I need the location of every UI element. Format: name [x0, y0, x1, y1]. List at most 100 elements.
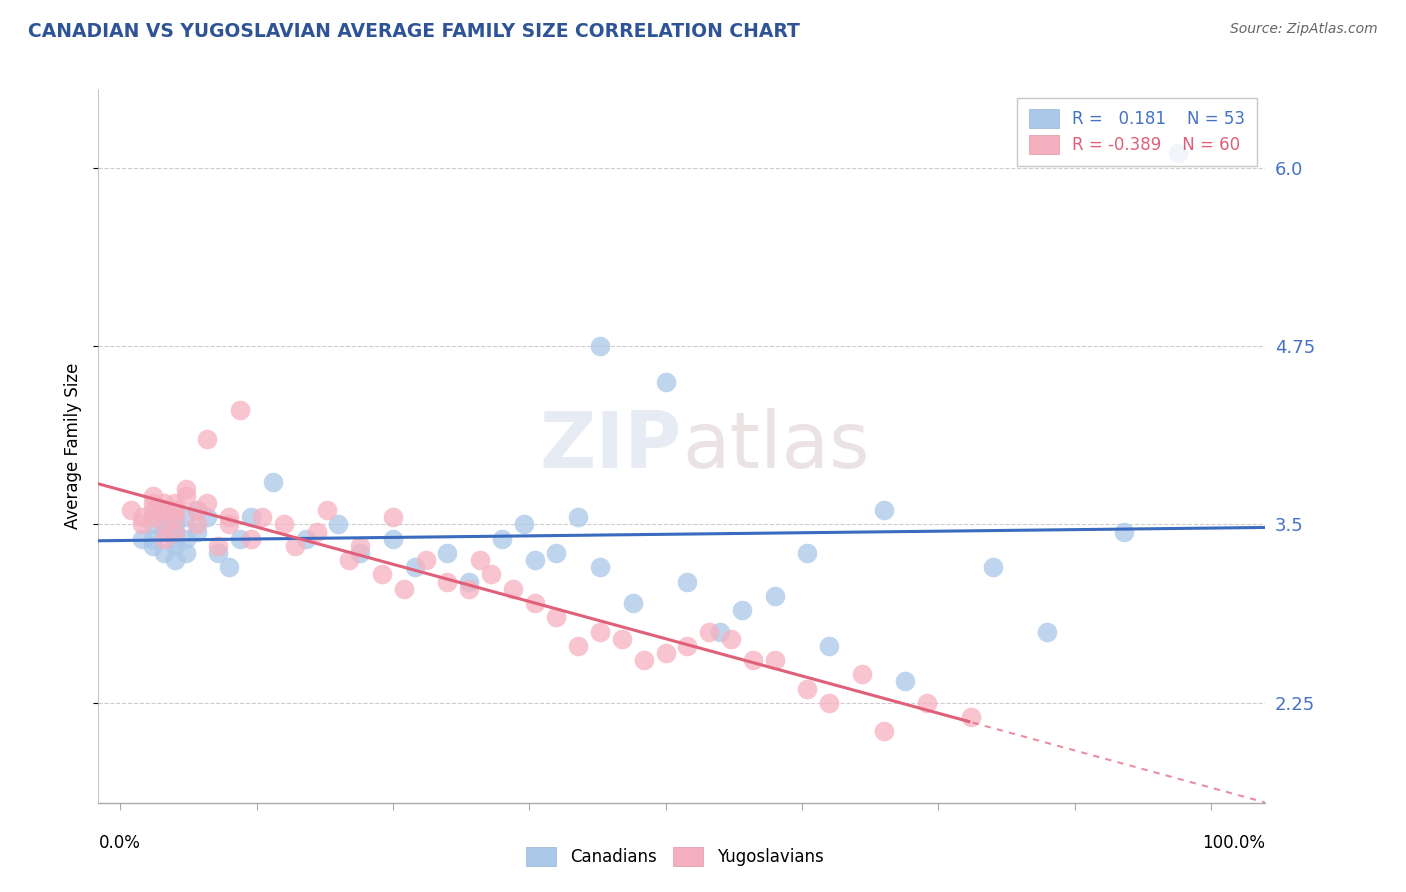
Point	[741, 653, 763, 667]
Point	[621, 596, 644, 610]
Point	[546, 610, 568, 624]
Point	[163, 503, 186, 517]
Point	[142, 539, 165, 553]
Point	[153, 517, 176, 532]
Point	[142, 496, 165, 510]
Point	[818, 639, 841, 653]
Point	[207, 546, 229, 560]
Point	[676, 639, 699, 653]
Point	[458, 574, 481, 589]
Point	[894, 674, 917, 689]
Point	[229, 532, 252, 546]
Point	[186, 517, 208, 532]
Point	[873, 503, 896, 517]
Point	[250, 510, 273, 524]
Point	[284, 539, 307, 553]
Point	[131, 510, 153, 524]
Point	[981, 560, 1004, 574]
Point	[589, 560, 612, 574]
Point	[491, 532, 513, 546]
Point	[163, 496, 186, 510]
Point	[120, 503, 142, 517]
Point	[763, 653, 786, 667]
Point	[273, 517, 295, 532]
Point	[153, 510, 176, 524]
Point	[763, 589, 786, 603]
Point	[349, 539, 371, 553]
Point	[1167, 146, 1189, 161]
Point	[186, 503, 208, 517]
Point	[654, 646, 676, 660]
Point	[153, 496, 176, 510]
Point	[131, 532, 153, 546]
Point	[371, 567, 394, 582]
Point	[468, 553, 491, 567]
Point	[567, 510, 589, 524]
Point	[731, 603, 754, 617]
Point	[229, 403, 252, 417]
Point	[142, 489, 165, 503]
Point	[163, 510, 186, 524]
Point	[186, 503, 208, 517]
Point	[240, 532, 263, 546]
Point	[917, 696, 939, 710]
Text: ZIP: ZIP	[540, 408, 682, 484]
Text: 100.0%: 100.0%	[1202, 834, 1265, 852]
Text: 0.0%: 0.0%	[98, 834, 141, 852]
Point	[349, 546, 371, 560]
Point	[163, 532, 186, 546]
Point	[305, 524, 328, 539]
Point	[174, 482, 197, 496]
Point	[960, 710, 983, 724]
Point	[381, 510, 404, 524]
Point	[479, 567, 502, 582]
Point	[163, 553, 186, 567]
Point	[153, 546, 176, 560]
Point	[174, 546, 197, 560]
Point	[142, 532, 165, 546]
Point	[513, 517, 536, 532]
Point	[142, 503, 165, 517]
Point	[436, 546, 458, 560]
Point	[873, 724, 896, 739]
Point	[818, 696, 841, 710]
Point	[240, 510, 263, 524]
Point	[174, 489, 197, 503]
Point	[381, 532, 404, 546]
Point	[197, 496, 219, 510]
Point	[523, 553, 546, 567]
Y-axis label: Average Family Size: Average Family Size	[65, 363, 83, 529]
Point	[328, 517, 350, 532]
Point	[1112, 524, 1135, 539]
Point	[197, 432, 219, 446]
Point	[523, 596, 546, 610]
Point	[197, 510, 219, 524]
Point	[633, 653, 655, 667]
Point	[142, 510, 165, 524]
Point	[1036, 624, 1059, 639]
Point	[567, 639, 589, 653]
Point	[654, 375, 676, 389]
Point	[163, 524, 186, 539]
Point	[697, 624, 720, 639]
Point	[458, 582, 481, 596]
Point	[392, 582, 415, 596]
Point	[218, 517, 240, 532]
Point	[262, 475, 284, 489]
Point	[337, 553, 360, 567]
Point	[153, 503, 176, 517]
Point	[709, 624, 731, 639]
Point	[163, 517, 186, 532]
Point	[796, 546, 818, 560]
Point	[415, 553, 437, 567]
Point	[174, 510, 197, 524]
Point	[589, 624, 612, 639]
Point	[153, 503, 176, 517]
Point	[796, 681, 818, 696]
Point	[153, 524, 176, 539]
Legend: R =   0.181    N = 53, R = -0.389    N = 60: R = 0.181 N = 53, R = -0.389 N = 60	[1018, 97, 1257, 166]
Point	[610, 632, 633, 646]
Point	[294, 532, 316, 546]
Legend: Canadians, Yugoslavians: Canadians, Yugoslavians	[519, 838, 831, 875]
Point	[174, 532, 197, 546]
